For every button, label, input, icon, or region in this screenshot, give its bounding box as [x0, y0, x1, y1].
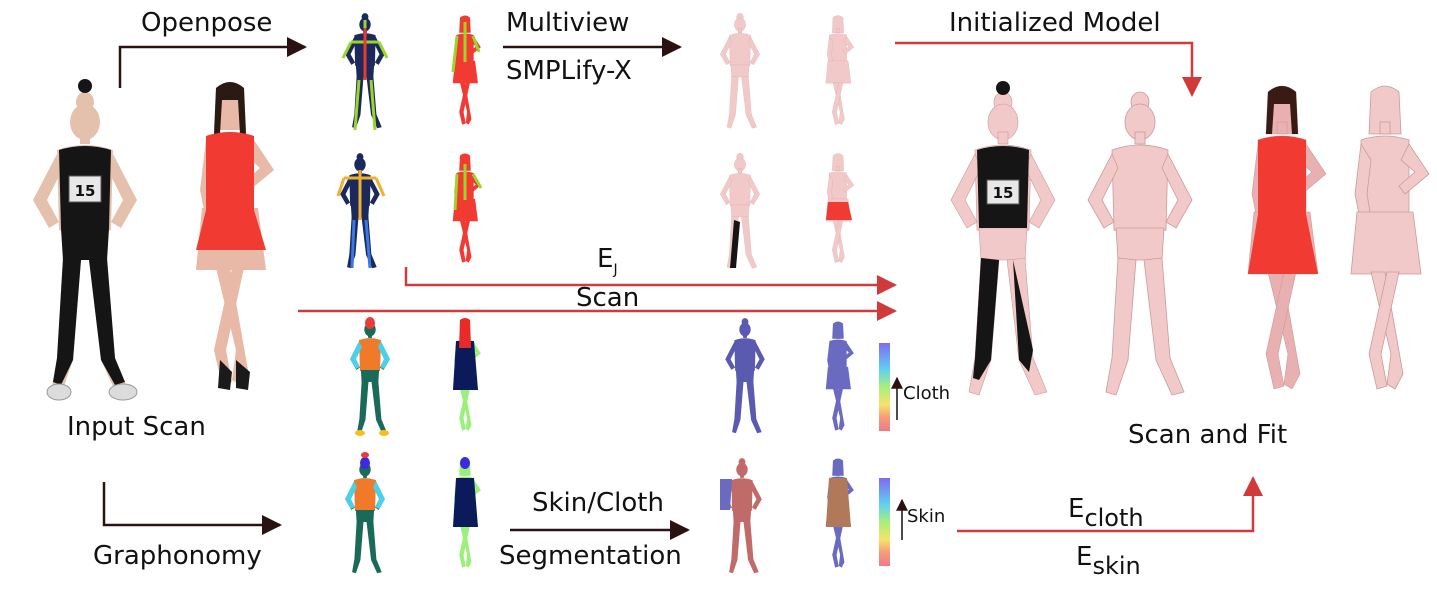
openpose-keypoints-back-1 [341, 13, 389, 131]
skin-prob-model-1 [720, 458, 762, 574]
joint-energy-arrow [404, 267, 897, 295]
jersey-number: 15 [75, 182, 96, 200]
openpose-keypoints-front-2 [452, 153, 483, 263]
smplify-label: SMPLify-X [506, 56, 632, 86]
input-scan-figure-2 [196, 82, 274, 390]
graphonomy-seg-front-1 [345, 452, 385, 574]
input-scan-label: Input Scan [67, 412, 206, 442]
graphonomy-seg-back-2 [452, 318, 481, 431]
scan-fit-model-1 [1087, 91, 1193, 396]
fit-jersey-number: 15 [993, 184, 1014, 202]
cloth-prob-model-1 [725, 318, 765, 434]
joint-energy-subscript: J [613, 262, 618, 278]
openpose-label: Openpose [141, 8, 273, 38]
smplify-init-overlay-2 [825, 153, 855, 263]
cloth-energy-subscript: cloth [1084, 504, 1144, 532]
openpose-keypoints-back-2 [451, 15, 481, 125]
scan-and-fit-label: Scan and Fit [1128, 420, 1288, 450]
scan-fit-model-2 [1350, 85, 1430, 390]
multiview-label: Multiview [506, 8, 630, 38]
graphonomy-seg-front-2 [452, 457, 481, 568]
skin-energy-subscript: skin [1092, 552, 1141, 580]
cloth-colorbar [879, 343, 890, 431]
skin-cloth-label: Skin/Cloth [532, 488, 664, 518]
cloth-energy-symbol: E [1068, 494, 1085, 524]
scan-energy-label: Scan [576, 283, 640, 313]
cloth-energy-label: Ecloth [1068, 496, 1144, 530]
segmentation-label: Segmentation [499, 541, 682, 571]
joint-energy-label: EJ [597, 246, 618, 277]
openpose-arrow [118, 37, 307, 88]
skin-prob-model-2 [825, 458, 854, 568]
skin-scale-label: Skin [907, 506, 946, 527]
skin-energy-label: Eskin [1076, 544, 1141, 578]
skin-colorbar [879, 478, 890, 566]
scan-fit-overlay-2 [1247, 85, 1327, 390]
joint-energy-symbol: E [597, 244, 614, 274]
initialized-model-arrow [895, 41, 1202, 97]
scan-fit-overlay-1: 15 [950, 81, 1056, 396]
smplify-init-model-2 [825, 15, 855, 125]
graphonomy-arrow [102, 482, 282, 535]
skin-energy-symbol: E [1076, 542, 1093, 572]
openpose-keypoints-front-1 [336, 153, 386, 269]
cloth-scale-label: Cloth [903, 383, 951, 404]
smplify-init-overlay-1 [720, 152, 760, 269]
cloth-prob-model-2 [825, 321, 854, 431]
graphonomy-seg-back-1 [350, 317, 390, 436]
graphonomy-label: Graphonomy [93, 541, 262, 571]
cloth-skin-energy-arrow [957, 476, 1263, 533]
initialized-model-label: Initialized Model [949, 8, 1161, 38]
smplify-init-model-1 [720, 12, 760, 129]
input-scan-figure-1: 15 [33, 79, 138, 401]
